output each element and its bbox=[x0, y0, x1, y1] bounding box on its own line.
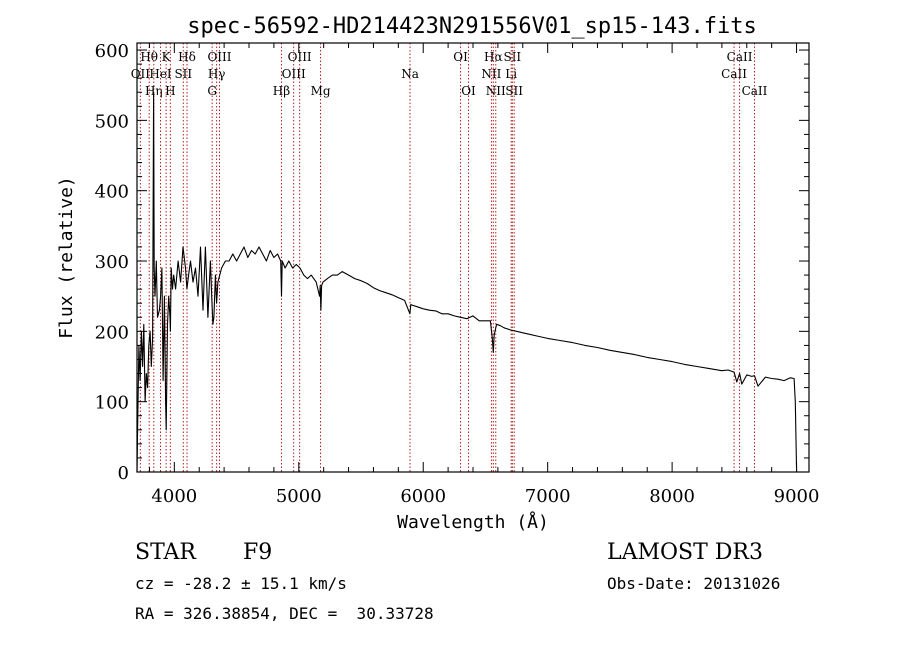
line-marker-label-9: Hγ bbox=[208, 67, 226, 81]
line-marker-label-26: CaII bbox=[742, 84, 768, 98]
y-tick-label-5: 500 bbox=[95, 111, 129, 132]
coordinates-text: RA = 326.38854, DEC = 30.33728 bbox=[135, 604, 434, 623]
x-axis-label: Wavelength (Å) bbox=[397, 511, 549, 533]
chart-title: spec-56592-HD214423N291556V01_sp15-143.f… bbox=[187, 14, 757, 39]
plot-frame bbox=[136, 42, 810, 473]
x-tick-label-3: 7000 bbox=[525, 486, 571, 507]
y-tick-label-3: 300 bbox=[95, 252, 129, 273]
line-marker-label-6: SII bbox=[174, 67, 192, 81]
line-marker-label-18: NII bbox=[481, 67, 501, 81]
line-marker-label-17: OI bbox=[461, 84, 476, 98]
line-marker-label-22: SII bbox=[503, 50, 521, 64]
line-marker-label-7: Hδ bbox=[178, 50, 196, 64]
line-marker-label-13: OIII bbox=[288, 50, 312, 64]
line-marker-label-16: OI bbox=[453, 50, 468, 64]
line-marker-label-2: Hη bbox=[145, 84, 163, 98]
line-marker-label-0: OII bbox=[131, 67, 151, 81]
line-marker-label-12: OIII bbox=[282, 67, 306, 81]
x-tick-label-4: 8000 bbox=[649, 486, 695, 507]
object-subclass: F9 bbox=[243, 540, 273, 565]
line-marker-label-20: NII bbox=[486, 84, 506, 98]
line-marker-label-19: Hα bbox=[484, 50, 503, 64]
x-tick-label-1: 5000 bbox=[276, 486, 322, 507]
y-axis-label: Flux (relative) bbox=[56, 176, 77, 339]
survey-name: LAMOST DR3 bbox=[607, 540, 763, 565]
line-marker-label-4: K bbox=[162, 50, 172, 64]
line-marker-label-5: H bbox=[165, 84, 175, 98]
y-tick-label-4: 400 bbox=[95, 182, 129, 203]
line-marker-label-3: HeI bbox=[149, 67, 172, 81]
line-marker-label-24: CaII bbox=[721, 67, 747, 81]
y-tick-label-1: 100 bbox=[95, 393, 129, 414]
line-marker-label-10: OIII bbox=[207, 50, 231, 64]
line-marker-label-1: Hθ bbox=[140, 50, 158, 64]
line-marker-label-25: CaII bbox=[727, 50, 753, 64]
x-tick-label-0: 4000 bbox=[151, 486, 197, 507]
y-tick-label-0: 0 bbox=[118, 463, 129, 484]
y-tick-label-2: 200 bbox=[95, 322, 129, 343]
line-marker-label-21: Li bbox=[505, 67, 517, 81]
obs-date-text: Obs-Date: 20131026 bbox=[607, 574, 781, 593]
x-tick-label-5: 9000 bbox=[774, 486, 820, 507]
x-tick-label-2: 6000 bbox=[400, 486, 446, 507]
object-class: STAR bbox=[135, 540, 196, 565]
line-marker-label-15: Na bbox=[401, 67, 419, 81]
y-tick-label-6: 600 bbox=[95, 41, 129, 62]
line-marker-label-23: SII bbox=[505, 84, 523, 98]
line-marker-label-14: Mg bbox=[311, 84, 331, 98]
line-marker-label-11: Hβ bbox=[273, 84, 290, 98]
line-marker-label-8: G bbox=[207, 84, 217, 98]
spectrum-line bbox=[136, 91, 798, 473]
spectrum-chart: spec-56592-HD214423N291556V01_sp15-143.f… bbox=[56, 14, 820, 533]
redshift-text: cz = -28.2 ± 15.1 km/s bbox=[135, 574, 347, 593]
